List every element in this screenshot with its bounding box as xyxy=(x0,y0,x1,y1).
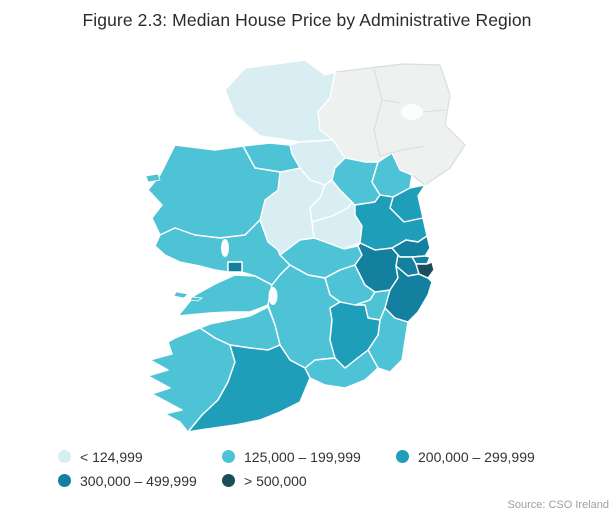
legend-item-3: 300,000 – 499,999 xyxy=(58,472,222,489)
region-clare[interactable] xyxy=(177,274,273,317)
legend-swatch xyxy=(58,450,71,463)
region-galway-city[interactable] xyxy=(227,261,243,273)
lough-neagh xyxy=(401,104,423,120)
legend-item-4: > 500,000 xyxy=(222,472,396,489)
ni-county-border xyxy=(379,145,426,157)
legend-item-1: 125,000 – 199,999 xyxy=(222,448,396,465)
map-svg xyxy=(145,59,466,433)
legend-swatch xyxy=(58,474,71,487)
legend-swatch xyxy=(222,474,235,487)
lough-derg xyxy=(268,287,278,305)
legend-item-2: 200,000 – 299,999 xyxy=(396,448,535,465)
legend-label: 125,000 – 199,999 xyxy=(244,448,361,465)
ni-county-border xyxy=(373,68,383,157)
ni-county-border xyxy=(422,109,446,113)
region-dun-laoghaire-rathdown[interactable] xyxy=(415,261,435,279)
figure-title: Figure 2.3: Median House Price by Admini… xyxy=(82,10,532,30)
achill-island xyxy=(145,173,161,183)
legend-swatch xyxy=(222,450,235,463)
legend-label: > 500,000 xyxy=(244,472,307,489)
legend-label: 300,000 – 499,999 xyxy=(80,472,197,489)
ni-county-border xyxy=(381,99,402,104)
region-kilkenny[interactable] xyxy=(329,301,381,369)
legend-swatch xyxy=(396,450,409,463)
aran-islands xyxy=(173,291,189,299)
legend-item-0: < 124,999 xyxy=(58,448,222,465)
aran-islands xyxy=(189,296,204,302)
ireland-choropleth-map xyxy=(140,50,490,450)
region-donegal[interactable] xyxy=(224,59,336,143)
legend: < 124,999 125,000 – 199,999 200,000 – 299,… xyxy=(58,448,535,489)
legend-label: 200,000 – 299,999 xyxy=(418,448,535,465)
region-cork[interactable] xyxy=(187,344,311,433)
region-wicklow[interactable] xyxy=(384,265,433,323)
legend-label: < 124,999 xyxy=(80,448,143,465)
lough-corrib xyxy=(221,239,229,257)
source-attribution: Source: CSO Ireland xyxy=(507,499,610,511)
